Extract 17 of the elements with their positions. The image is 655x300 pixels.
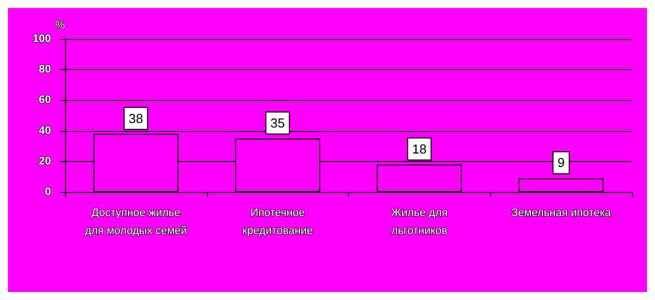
y-tick-label: 0 bbox=[44, 186, 51, 198]
bar bbox=[518, 178, 604, 192]
y-axis-title: % bbox=[55, 20, 66, 32]
y-tick-label: 100 bbox=[32, 33, 51, 45]
y-tick-label: 80 bbox=[38, 64, 51, 76]
bar bbox=[376, 164, 462, 192]
x-tick-label: Доступное жилье для молодых семей bbox=[84, 207, 187, 237]
y-tick-label: 60 bbox=[38, 94, 51, 106]
data-label: 38 bbox=[128, 110, 144, 126]
data-label: 18 bbox=[412, 141, 427, 156]
y-tick-label: 40 bbox=[38, 124, 51, 137]
data-label: 35 bbox=[270, 115, 285, 130]
data-label: 9 bbox=[558, 155, 565, 170]
x-tick-label: Жилье для льготников bbox=[391, 207, 448, 237]
x-tick-label: Земельная ипотека bbox=[511, 207, 612, 219]
x-tick-label: Ипотечное кредитование bbox=[242, 207, 313, 237]
y-tick-label: 20 bbox=[38, 155, 51, 168]
